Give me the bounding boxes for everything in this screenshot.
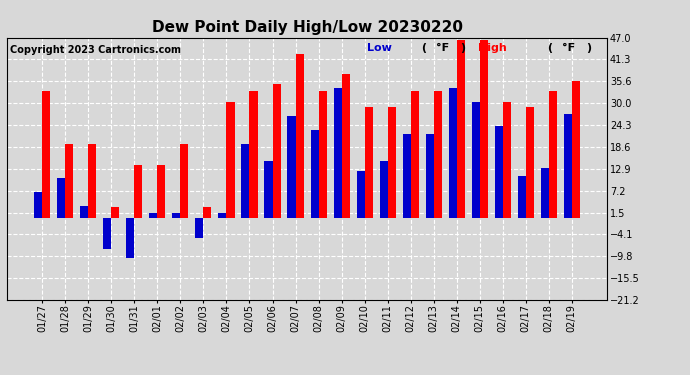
Bar: [288, 116, 295, 218]
Bar: [319, 92, 326, 218]
Bar: [526, 107, 534, 218]
Bar: [480, 40, 488, 218]
Bar: [34, 192, 42, 218]
Bar: [250, 92, 257, 218]
Text: (: (: [544, 43, 553, 53]
Bar: [88, 144, 97, 218]
Text: Copyright 2023 Cartronics.com: Copyright 2023 Cartronics.com: [10, 45, 181, 56]
Bar: [264, 160, 273, 218]
Text: Low: Low: [367, 43, 392, 53]
Bar: [135, 165, 142, 218]
Bar: [66, 144, 73, 218]
Bar: [572, 81, 580, 218]
Bar: [42, 92, 50, 218]
Bar: [111, 207, 119, 218]
Text: ): ): [586, 43, 591, 53]
Bar: [457, 40, 465, 218]
Bar: [333, 88, 342, 218]
Text: High: High: [478, 43, 507, 53]
Bar: [541, 168, 549, 218]
Bar: [364, 107, 373, 218]
Bar: [126, 218, 135, 258]
Bar: [448, 87, 457, 218]
Bar: [310, 130, 319, 218]
Bar: [564, 114, 572, 218]
Bar: [434, 92, 442, 218]
Bar: [549, 92, 557, 218]
Text: °F: °F: [436, 43, 449, 53]
Text: ): ): [460, 43, 465, 53]
Bar: [149, 213, 157, 218]
Text: °F: °F: [562, 43, 575, 53]
Bar: [57, 178, 66, 218]
Bar: [518, 176, 526, 218]
Bar: [195, 218, 204, 238]
Title: Dew Point Daily High/Low 20230220: Dew Point Daily High/Low 20230220: [152, 20, 462, 35]
Bar: [80, 206, 88, 218]
Bar: [295, 54, 304, 218]
Bar: [342, 75, 350, 218]
Bar: [180, 144, 188, 218]
Bar: [495, 126, 503, 218]
Bar: [357, 171, 364, 218]
Bar: [157, 165, 166, 218]
Bar: [273, 84, 281, 218]
Bar: [241, 144, 250, 218]
Bar: [204, 207, 212, 218]
Bar: [472, 102, 480, 218]
Bar: [388, 107, 395, 218]
Text: (: (: [418, 43, 427, 53]
Bar: [226, 102, 235, 218]
Bar: [219, 213, 226, 218]
Bar: [172, 213, 180, 218]
Bar: [104, 218, 111, 249]
Bar: [503, 102, 511, 218]
Bar: [426, 134, 434, 218]
Bar: [411, 92, 419, 218]
Bar: [402, 134, 411, 218]
Bar: [380, 160, 388, 218]
